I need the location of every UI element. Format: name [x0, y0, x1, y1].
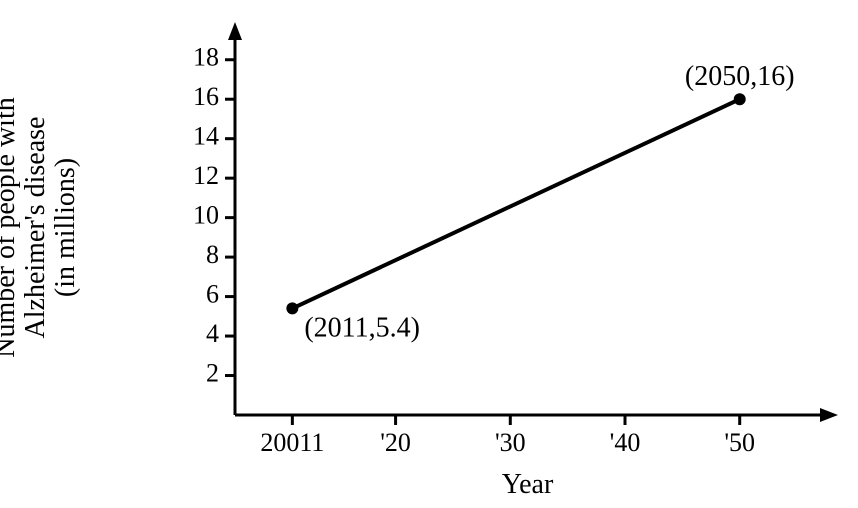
x-tick-label: '20	[380, 428, 411, 457]
x-tick-label: '50	[724, 428, 755, 457]
y-tick-label: 14	[193, 122, 219, 151]
y-tick-label: 8	[206, 240, 219, 269]
data-point	[286, 302, 298, 314]
data-point-label: (2050,16)	[685, 61, 795, 92]
data-point	[734, 93, 746, 105]
x-tick-label: '40	[610, 428, 641, 457]
y-tick-label: 6	[206, 280, 219, 309]
y-tick-label: 4	[206, 319, 219, 348]
y-tick-label: 12	[193, 161, 219, 190]
data-point-label: (2011,5.4)	[304, 312, 420, 343]
x-tick-label: 20011	[260, 428, 324, 457]
line-chart: 2468101214161820011'20'30'40'50YearNumbe…	[0, 0, 858, 508]
y-tick-label: 16	[193, 82, 219, 111]
y-tick-label: 2	[206, 358, 219, 387]
y-tick-label: 18	[193, 43, 219, 72]
x-tick-label: '30	[495, 428, 526, 457]
chart-container: { "chart": { "type": "line", "background…	[0, 0, 858, 508]
y-tick-label: 10	[193, 201, 219, 230]
x-axis-label: Year	[502, 469, 554, 500]
